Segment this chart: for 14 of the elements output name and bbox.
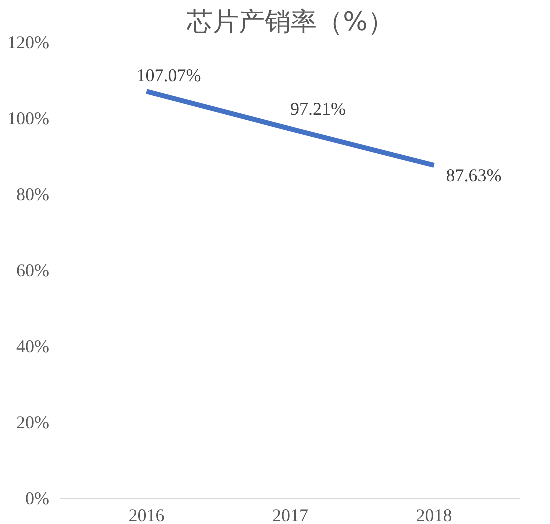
data-label: 87.63%	[446, 166, 502, 186]
y-tick-label: 40%	[16, 336, 50, 356]
y-tick-label: 60%	[16, 260, 50, 280]
chart-title: 芯片产销率（%）	[186, 8, 394, 38]
data-label: 107.07%	[136, 66, 202, 86]
x-tick-label: 2016	[128, 506, 165, 524]
y-tick-label: 0%	[26, 488, 50, 508]
data-label: 97.21%	[290, 99, 346, 120]
x-tick-label: 2018	[416, 506, 452, 524]
y-tick-label: 100%	[8, 108, 50, 128]
y-tick-label: 80%	[16, 184, 50, 204]
y-tick-label: 20%	[16, 412, 50, 432]
x-tick-label: 2017	[272, 506, 308, 524]
y-tick-label: 120%	[8, 32, 50, 52]
